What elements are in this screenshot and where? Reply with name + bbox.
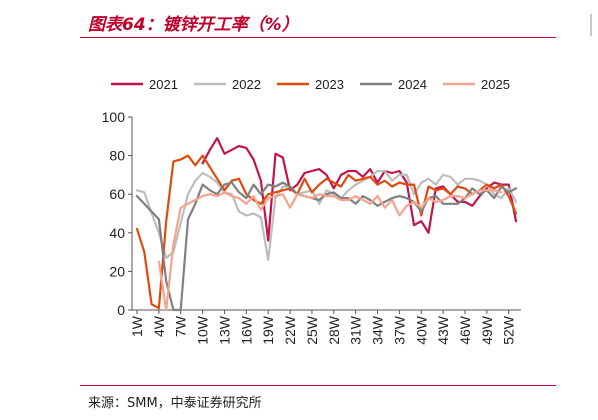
y-tick-label: 20	[109, 263, 125, 279]
y-tick-label: 80	[109, 148, 125, 164]
y-tick-label: 40	[109, 225, 125, 241]
legend-label-2023: 2023	[315, 77, 344, 92]
series-line-2022	[135, 169, 518, 261]
x-tick-label: 46W	[457, 315, 473, 345]
x-tick-label: 1W	[129, 315, 145, 337]
page-edge-mark	[586, 12, 598, 38]
x-tick-label: 4W	[151, 315, 167, 337]
x-tick-label: 34W	[370, 315, 386, 345]
x-tick-label: 43W	[435, 315, 451, 345]
x-tick-label: 37W	[391, 315, 407, 345]
x-tick-label: 52W	[501, 315, 517, 345]
chart-series	[135, 137, 518, 312]
series-line-2025	[157, 189, 503, 312]
chart-axes: 0 20 40 60 80 100 1W 4W 7W 10W 13W 16W 19W 22W 25W 28W 3…	[102, 109, 521, 345]
title-divider	[80, 37, 556, 38]
chart-legend: 2021 2022 2023 2024 2025	[111, 77, 510, 92]
series-line-2021	[201, 137, 518, 242]
source-note: 来源：SMM，中泰证券研究所	[88, 396, 262, 411]
x-tick-label: 28W	[326, 315, 342, 345]
legend-label-2024: 2024	[398, 77, 427, 92]
x-tick-label: 19W	[260, 315, 276, 345]
series-line-2023	[135, 154, 518, 310]
x-tick-label: 16W	[238, 315, 254, 345]
legend-label-2022: 2022	[232, 77, 261, 92]
y-tick-label: 60	[109, 186, 125, 202]
series-line-2024	[135, 181, 518, 312]
x-tick-label: 31W	[348, 315, 364, 345]
footer-divider	[80, 385, 556, 386]
y-tick-label: 100	[102, 109, 126, 125]
x-tick-label: 40W	[413, 315, 429, 345]
x-tick-label: 22W	[282, 315, 298, 345]
legend-label-2021: 2021	[149, 77, 178, 92]
y-tick-label: 0	[117, 302, 125, 318]
x-tick-label: 49W	[479, 315, 495, 345]
line-chart: 2021 2022 2023 2024 2025 0 20 40 60 80 100 1W 4W 7W 1…	[102, 77, 521, 345]
legend-label-2025: 2025	[481, 77, 510, 92]
x-tick-label: 10W	[195, 315, 211, 345]
x-tick-label: 25W	[304, 315, 320, 345]
figure-title: 图表64：镀锌开工率（%）	[88, 15, 299, 35]
x-tick-label: 13W	[216, 315, 232, 345]
x-tick-label: 7W	[173, 315, 189, 337]
